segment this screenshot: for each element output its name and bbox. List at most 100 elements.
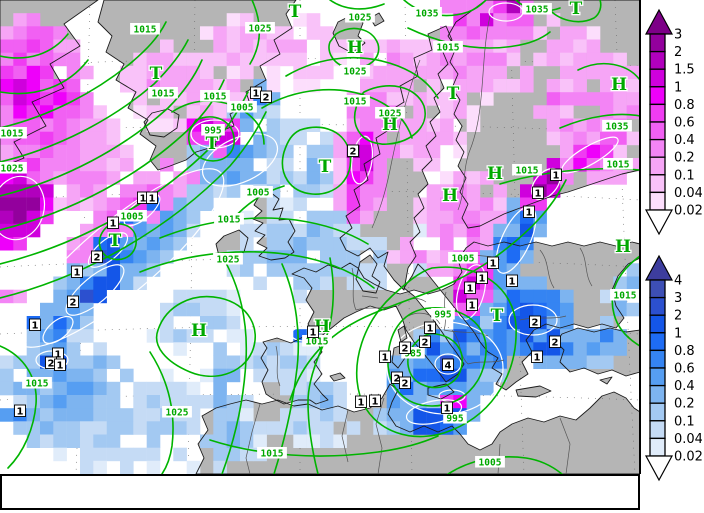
svg-text:1015: 1015 bbox=[344, 97, 367, 108]
svg-text:1015: 1015 bbox=[1, 129, 24, 140]
svg-text:4: 4 bbox=[445, 361, 452, 372]
svg-text:1015: 1015 bbox=[204, 92, 227, 103]
svg-text:1.5: 1.5 bbox=[674, 63, 695, 78]
isobars-green bbox=[0, 0, 639, 474]
svg-text:H: H bbox=[487, 164, 503, 184]
svg-text:0.2: 0.2 bbox=[674, 151, 695, 166]
svg-text:1: 1 bbox=[55, 350, 62, 361]
svg-text:1: 1 bbox=[479, 274, 486, 285]
svg-text:1005: 1005 bbox=[452, 254, 475, 265]
svg-text:0.1: 0.1 bbox=[674, 168, 695, 183]
precipitation-pressure-map: 1015 1025 1025 1035 1035 1015 1015 1005 1025 1015… bbox=[0, 0, 639, 474]
svg-text:H: H bbox=[611, 75, 627, 95]
svg-text:3: 3 bbox=[674, 28, 682, 43]
svg-text:0.02: 0.02 bbox=[674, 204, 702, 219]
svg-text:0.6: 0.6 bbox=[674, 116, 695, 131]
svg-text:1: 1 bbox=[310, 328, 317, 339]
svg-text:1: 1 bbox=[382, 353, 389, 364]
svg-text:H: H bbox=[382, 115, 398, 135]
svg-text:2: 2 bbox=[422, 338, 429, 349]
svg-text:T: T bbox=[109, 231, 122, 251]
svg-text:995: 995 bbox=[204, 126, 221, 137]
caption-title: Niederschlagsstaerke [mm/h] u. -form (ro… bbox=[2, 508, 638, 510]
svg-text:2: 2 bbox=[674, 45, 682, 60]
svg-text:0.04: 0.04 bbox=[674, 432, 702, 447]
svg-text:1: 1 bbox=[358, 398, 365, 409]
svg-text:1025: 1025 bbox=[1, 164, 24, 175]
svg-text:2: 2 bbox=[674, 309, 682, 324]
svg-text:1: 1 bbox=[140, 194, 147, 205]
svg-text:1: 1 bbox=[535, 189, 542, 200]
svg-text:1035: 1035 bbox=[526, 5, 549, 16]
svg-text:2: 2 bbox=[402, 379, 409, 390]
svg-text:1015: 1015 bbox=[134, 25, 157, 36]
svg-text:2: 2 bbox=[552, 338, 559, 349]
svg-text:3: 3 bbox=[674, 291, 682, 306]
svg-text:2: 2 bbox=[350, 147, 357, 158]
svg-text:1005: 1005 bbox=[247, 188, 270, 199]
country-borders bbox=[245, 15, 593, 474]
svg-text:0.8: 0.8 bbox=[674, 98, 695, 113]
svg-text:2: 2 bbox=[70, 298, 77, 309]
svg-text:T: T bbox=[447, 84, 460, 104]
svg-text:1015: 1015 bbox=[306, 337, 329, 348]
svg-text:1: 1 bbox=[490, 259, 497, 270]
caption-box: Niederschlagsstaerke [mm/h] u. -form (ro… bbox=[0, 474, 640, 510]
svg-text:1005: 1005 bbox=[121, 212, 144, 223]
svg-text:2: 2 bbox=[94, 253, 101, 264]
svg-text:1: 1 bbox=[444, 404, 451, 415]
svg-text:1005: 1005 bbox=[479, 458, 502, 469]
svg-text:1: 1 bbox=[253, 89, 260, 100]
svg-text:1025: 1025 bbox=[217, 255, 240, 266]
svg-text:0.02: 0.02 bbox=[674, 450, 702, 465]
svg-text:H: H bbox=[347, 38, 363, 58]
svg-text:1025: 1025 bbox=[166, 408, 189, 419]
svg-text:2: 2 bbox=[48, 359, 55, 370]
svg-text:1015: 1015 bbox=[607, 160, 630, 171]
svg-text:2: 2 bbox=[394, 374, 401, 385]
svg-text:1: 1 bbox=[17, 407, 24, 418]
svg-text:0.8: 0.8 bbox=[674, 344, 695, 359]
svg-text:1: 1 bbox=[509, 277, 516, 288]
svg-text:1015: 1015 bbox=[26, 379, 49, 390]
svg-text:1: 1 bbox=[674, 326, 682, 341]
svg-text:1: 1 bbox=[427, 324, 434, 335]
svg-text:1: 1 bbox=[467, 284, 474, 295]
svg-text:1: 1 bbox=[57, 361, 64, 372]
svg-text:1: 1 bbox=[526, 208, 533, 219]
svg-text:1015: 1015 bbox=[218, 215, 241, 226]
svg-text:T: T bbox=[289, 2, 302, 22]
svg-text:1025: 1025 bbox=[349, 13, 372, 24]
svg-text:2: 2 bbox=[402, 344, 409, 355]
svg-text:1015: 1015 bbox=[261, 449, 284, 460]
svg-text:H: H bbox=[191, 321, 207, 341]
legend-panel: 3 2 1.5 1 0.8 0.6 0.4 0.2 0.1 0.04 0.02 4 3 2 1 0.8 0.6… bbox=[642, 0, 704, 513]
pressure-labels: 1015 1025 1025 1035 1035 1015 1015 1005 1025 1015… bbox=[0, 3, 639, 469]
svg-text:0.1: 0.1 bbox=[674, 414, 695, 429]
svg-text:1005: 1005 bbox=[231, 103, 254, 114]
svg-text:1: 1 bbox=[372, 397, 379, 408]
svg-text:1025: 1025 bbox=[249, 24, 272, 35]
svg-text:1015: 1015 bbox=[614, 291, 637, 302]
svg-text:1015: 1015 bbox=[152, 89, 175, 100]
svg-text:0.4: 0.4 bbox=[674, 133, 695, 148]
svg-text:4: 4 bbox=[674, 274, 682, 289]
map-area: 1015 1025 1025 1035 1035 1015 1015 1005 1025 1015… bbox=[0, 0, 641, 474]
svg-text:1: 1 bbox=[534, 353, 541, 364]
svg-text:0.2: 0.2 bbox=[674, 397, 695, 412]
svg-text:995: 995 bbox=[446, 414, 463, 425]
svg-text:0.4: 0.4 bbox=[674, 379, 695, 394]
svg-text:995: 995 bbox=[434, 310, 451, 321]
precip-white-contours bbox=[0, 2, 619, 425]
svg-text:1035: 1035 bbox=[416, 9, 439, 20]
svg-text:985: 985 bbox=[404, 349, 421, 360]
svg-text:1: 1 bbox=[74, 268, 81, 279]
svg-text:T: T bbox=[491, 306, 504, 326]
svg-text:1: 1 bbox=[674, 80, 682, 95]
svg-text:1: 1 bbox=[32, 321, 39, 332]
snow-graupel-scale: 3 2 1.5 1 0.8 0.6 0.4 0.2 0.1 0.04 0.02 bbox=[644, 8, 702, 236]
svg-text:1035: 1035 bbox=[606, 122, 629, 133]
svg-text:T: T bbox=[319, 157, 332, 177]
svg-text:1: 1 bbox=[110, 219, 117, 230]
